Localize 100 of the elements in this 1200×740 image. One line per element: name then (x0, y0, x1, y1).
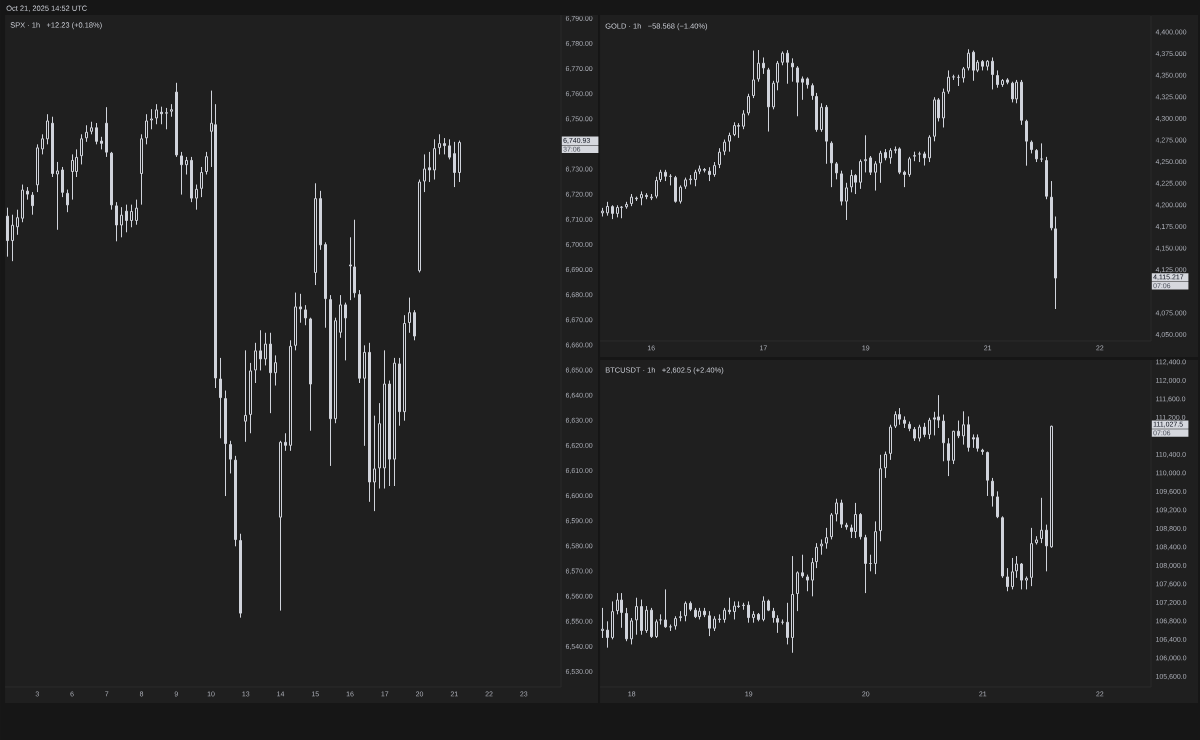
candlestick (835, 161, 839, 180)
candlestick (757, 613, 761, 622)
candlestick (937, 394, 941, 429)
candlestick (224, 390, 228, 497)
candlestick (314, 182, 318, 286)
candlestick (923, 151, 927, 167)
candlestick (329, 294, 333, 467)
candlestick (815, 92, 819, 133)
candlestick (874, 520, 878, 575)
candlestick (373, 415, 377, 512)
candlestick (898, 146, 902, 175)
candlestick (299, 293, 303, 324)
candlestick (408, 297, 412, 334)
candlestick (294, 292, 298, 351)
candlestick (728, 132, 732, 153)
candlestick (996, 490, 1000, 518)
candlestick (1020, 79, 1024, 126)
candlestick (304, 304, 308, 326)
candlestick (448, 138, 452, 160)
candlestick (635, 597, 639, 636)
candlestick (85, 124, 89, 143)
candlestick (630, 193, 634, 207)
candlestick (56, 161, 60, 231)
candlestick (801, 554, 805, 579)
candlestick (95, 122, 99, 145)
candlestick (339, 294, 343, 339)
candlestick (981, 59, 985, 71)
candlestick (249, 362, 253, 434)
candlestick (928, 417, 932, 440)
candlestick (1045, 156, 1049, 200)
candlestick (820, 102, 824, 133)
candlestick (845, 182, 849, 221)
candlestick (976, 433, 980, 453)
candlestick (889, 424, 893, 461)
candlestick (239, 533, 243, 619)
candlestick (947, 437, 951, 477)
candlestick (16, 209, 20, 236)
candlestick (284, 432, 288, 452)
candlestick (894, 410, 898, 429)
candlestick (100, 136, 104, 150)
candlestick (175, 82, 179, 158)
candlestick (616, 204, 620, 218)
candlestick (219, 357, 223, 439)
candlestick (889, 147, 893, 165)
candlestick (947, 69, 951, 95)
candlestick (703, 607, 707, 618)
candlestick (776, 60, 780, 91)
candlestick (776, 614, 780, 634)
candlestick (962, 66, 966, 84)
candlestick (859, 158, 863, 190)
candlestick (840, 499, 844, 529)
candlestick (140, 133, 144, 206)
candlestick (713, 161, 717, 178)
candlestick (742, 109, 746, 130)
candlestick (684, 177, 688, 190)
candlestick (908, 156, 912, 178)
candlestick (986, 452, 990, 497)
candlestick (655, 176, 659, 199)
candlestick (378, 402, 382, 490)
candlestick (830, 140, 834, 188)
candlestick (349, 236, 353, 301)
candlestick (1006, 77, 1010, 85)
candlestick (796, 65, 800, 117)
candlestick (918, 424, 922, 442)
candlestick (981, 449, 985, 456)
candlestick (674, 615, 678, 631)
candlestick (650, 607, 654, 638)
candlestick (655, 618, 659, 638)
candlestick (428, 151, 432, 183)
candlestick (289, 339, 293, 452)
candlestick (71, 153, 75, 201)
candlestick (611, 600, 615, 640)
candlestick (801, 75, 805, 101)
candlestick (659, 613, 663, 626)
candlestick (259, 329, 263, 371)
candlestick (791, 555, 795, 654)
candlestick (180, 151, 184, 196)
candlestick (757, 49, 761, 83)
candlestick (825, 527, 829, 550)
candlestick (155, 103, 159, 125)
candlestick (864, 134, 868, 173)
candlestick (1020, 563, 1024, 590)
candlestick (767, 67, 771, 133)
candlestick (1035, 535, 1039, 546)
candlestick (747, 600, 751, 624)
candlestick (825, 104, 829, 165)
candlestick (640, 190, 644, 206)
candlestick (229, 440, 233, 474)
candlestick (718, 613, 722, 624)
candlestick (723, 607, 727, 624)
candlestick (928, 134, 932, 163)
candlestick (835, 498, 839, 522)
candlestick (170, 103, 174, 118)
candlestick (864, 534, 868, 594)
candlestick (423, 153, 427, 193)
candlestick (606, 620, 610, 649)
candlestick (786, 602, 790, 645)
candlestick (244, 349, 248, 443)
candlestick (791, 57, 795, 83)
candlestick (967, 415, 971, 453)
